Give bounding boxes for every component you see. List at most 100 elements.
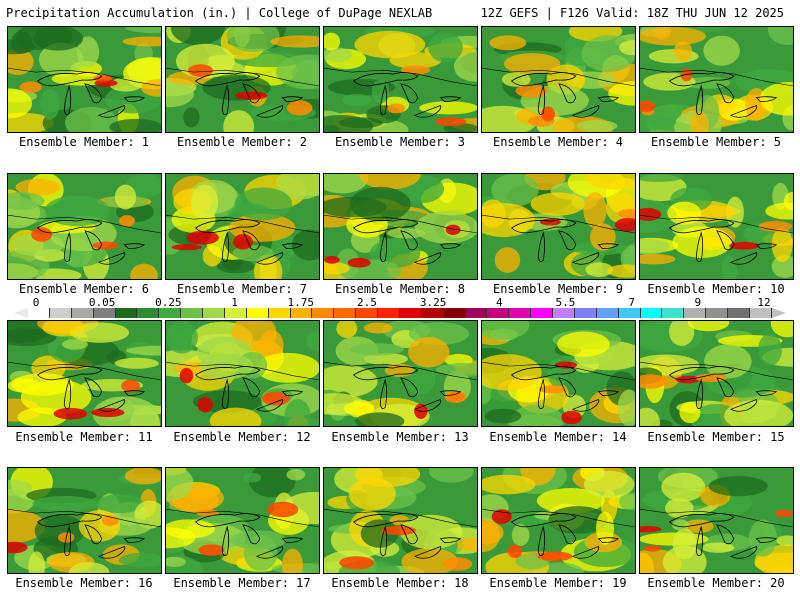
colorbar-tick-label: 7	[628, 296, 635, 309]
precip-contour	[255, 352, 319, 383]
lake-outline	[97, 252, 126, 265]
colorbar-swatch	[378, 308, 400, 318]
precip-contour	[765, 202, 793, 220]
precip-core	[680, 68, 693, 82]
precip-contour	[324, 115, 374, 132]
ensemble-map-4	[481, 26, 636, 133]
colorbar-swatch	[640, 308, 663, 318]
lake-outline	[221, 378, 230, 410]
lake-outline	[597, 390, 620, 396]
precip-core	[640, 525, 662, 533]
lake-outline	[400, 377, 419, 398]
precip-contour	[8, 88, 33, 119]
colorbar-swatch	[334, 308, 357, 318]
colorbar-swatch	[203, 308, 225, 318]
precip-contour	[482, 474, 536, 495]
precip-contour	[166, 468, 194, 502]
precip-contour	[8, 192, 45, 210]
lake-outline	[352, 219, 419, 234]
colorbar-swatch	[49, 308, 72, 318]
member-caption: Ensemble Member: 12	[173, 430, 311, 444]
precip-contour	[484, 408, 522, 424]
lake-outline	[729, 105, 758, 118]
precip-contour	[324, 47, 352, 63]
precip-contour	[640, 407, 661, 426]
ensemble-map-1	[7, 26, 162, 133]
precip-contour	[32, 495, 98, 511]
precip-contour	[672, 226, 732, 258]
precip-contour	[8, 39, 36, 55]
colorbar-tick-label: 0	[32, 296, 40, 309]
lake-outline	[194, 219, 261, 234]
colorbar-tick-label: 1.75	[287, 296, 314, 309]
precip-contour	[248, 468, 296, 498]
border-line	[8, 67, 161, 87]
ensemble-map-2	[165, 26, 320, 133]
ensemble-map-9	[481, 173, 636, 280]
precip-core	[537, 551, 573, 562]
member-caption: Ensemble Member: 2	[176, 135, 308, 149]
precip-contour	[68, 562, 110, 573]
lake-outline	[668, 219, 735, 234]
lake-outline	[281, 243, 304, 249]
border-line	[640, 67, 793, 87]
precip-contour	[401, 548, 459, 573]
member-caption: Ensemble Member: 14	[489, 430, 627, 444]
border-line	[8, 361, 161, 381]
precip-contour	[687, 321, 730, 332]
precip-core	[19, 81, 42, 93]
lake-outline	[123, 96, 146, 102]
precip-contour	[291, 229, 319, 261]
lake-outline	[97, 399, 126, 412]
lake-outline	[510, 513, 577, 528]
colorbar-tick-label: 0.05	[88, 296, 116, 309]
lake-outline	[571, 399, 600, 412]
lake-outline	[439, 96, 462, 102]
member-caption: Ensemble Member: 13	[331, 430, 469, 444]
colorbar-swatch	[618, 308, 641, 318]
precip-contour	[305, 330, 319, 351]
lake-outline	[352, 366, 419, 381]
precip-core	[198, 544, 225, 556]
precip-contour	[511, 524, 530, 547]
colorbar-swatch	[71, 308, 94, 318]
lake-outline	[281, 96, 304, 102]
ensemble-map-8	[323, 173, 478, 280]
ensemble-map-7	[165, 173, 320, 280]
precip-contour	[354, 30, 426, 59]
lake-outline	[194, 366, 261, 381]
colorbar-swatch	[684, 308, 707, 318]
colorbar-swatch	[596, 308, 619, 318]
border-line	[324, 508, 477, 528]
precip-contour	[230, 530, 286, 550]
precip-contour	[270, 35, 319, 48]
precip-core	[53, 407, 88, 420]
ensemble-map-10	[639, 173, 794, 280]
colorbar-swatch	[246, 308, 269, 318]
precip-core	[8, 541, 28, 554]
precip-core	[188, 64, 214, 77]
ensemble-map-14	[481, 320, 636, 427]
precip-contour	[124, 468, 161, 485]
lake-outline	[84, 524, 103, 545]
border-line	[166, 361, 319, 381]
member-caption: Ensemble Member: 4	[492, 135, 624, 149]
border-line	[640, 214, 793, 234]
precip-contour	[667, 201, 702, 225]
lake-outline	[597, 96, 620, 102]
lake-outline	[36, 72, 103, 87]
precip-contour	[114, 357, 159, 369]
precip-core	[31, 227, 53, 242]
precip-contour	[548, 506, 608, 534]
precip-core	[347, 257, 371, 268]
precip-contour	[118, 552, 161, 568]
lake-outline	[352, 513, 419, 528]
colorbar-tick-label: 9	[694, 296, 702, 309]
member-caption: Ensemble Member: 9	[492, 282, 624, 296]
precip-contour	[503, 53, 561, 75]
member-caption: Ensemble Member: 16	[15, 576, 153, 590]
member-caption: Ensemble Member: 1	[18, 135, 150, 149]
precip-contour	[489, 35, 527, 51]
precip-contour	[33, 27, 84, 51]
precip-contour	[166, 519, 215, 539]
